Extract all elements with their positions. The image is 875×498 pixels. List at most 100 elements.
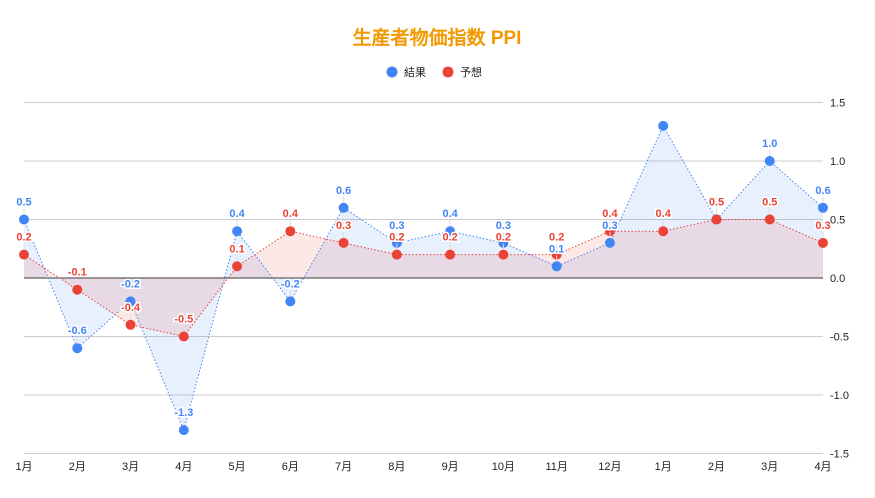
data-point: [658, 120, 669, 131]
data-point: [338, 202, 349, 213]
data-point: [445, 226, 456, 237]
data-label: -0.4: [121, 302, 141, 314]
y-tick-label: 0.0: [830, 273, 845, 285]
data-label: 1.0: [762, 138, 777, 150]
x-tick-label: 4月: [814, 461, 831, 473]
series-area: [24, 125, 823, 431]
y-tick-label: 1.0: [830, 156, 845, 168]
data-label: 0.4: [283, 208, 299, 220]
y-tick-label: -1.0: [830, 390, 849, 402]
data-point: [604, 226, 615, 237]
x-tick-label: 12月: [598, 461, 621, 473]
data-point: [19, 249, 29, 260]
data-label: 0.4: [602, 208, 618, 220]
legend: 結果 予想: [386, 65, 482, 79]
data-point: [818, 202, 828, 213]
x-tick-label: 2月: [708, 461, 725, 473]
data-labels: 0.5 -0.6 -0.2 -1.3 0.4 -0.2 0.6 0.3 0.4 0.3 0.1 0.3…: [15, 137, 832, 426]
data-label: 0.4: [442, 208, 458, 220]
areas: [24, 125, 823, 431]
x-tick-label: 1月: [15, 461, 32, 473]
data-label: 0.5: [709, 197, 724, 209]
data-label: 0.2: [16, 232, 31, 244]
data-point: [178, 331, 189, 342]
data-point: [391, 237, 402, 248]
data-label: -0.2: [281, 278, 300, 290]
data-label: -0.5: [174, 314, 193, 326]
data-point: [72, 284, 83, 295]
data-label: 0.2: [549, 232, 564, 244]
data-label: 0.5: [762, 197, 777, 209]
x-tick-label: 2月: [69, 461, 86, 473]
x-tick-label: 8月: [388, 461, 405, 473]
data-point: [711, 214, 722, 225]
data-point: [764, 214, 775, 225]
data-point: [232, 226, 243, 237]
data-label: 0.2: [496, 232, 511, 244]
data-point: [178, 425, 189, 436]
x-tick-label: 7月: [335, 461, 352, 473]
y-tick-label: -0.5: [830, 332, 849, 344]
y-tick-label: 1.5: [830, 98, 845, 110]
series-line: [23, 124, 824, 432]
data-point: [551, 261, 562, 272]
data-point: [338, 237, 349, 248]
data-label: 0.3: [336, 220, 351, 232]
data-label: 0.4: [656, 208, 672, 220]
lines: [23, 124, 824, 432]
data-point: [232, 261, 243, 272]
data-label: -1.3: [174, 407, 193, 419]
data-point: [285, 226, 296, 237]
x-tick-label: 9月: [442, 461, 459, 473]
data-point: [445, 249, 456, 260]
data-point: [764, 156, 775, 166]
axes: 1.5 1.0 0.5 0.0 -0.5 -1.0 -1.5 1月 2月 3月 4月 5月 6月 7月 8月…: [15, 98, 849, 474]
data-point: [498, 237, 509, 248]
data-label: 0.3: [815, 220, 830, 232]
legend-marker: [442, 66, 454, 78]
data-point: [551, 249, 562, 260]
x-tick-label: 5月: [229, 461, 246, 473]
data-point: [818, 237, 828, 248]
x-tick-label: 10月: [492, 461, 515, 473]
chart-title: 生産者物価指数 PPI: [353, 26, 522, 49]
data-point: [604, 237, 615, 248]
data-point: [125, 319, 136, 330]
data-point: [19, 214, 29, 225]
y-tick-label: 0.5: [830, 215, 845, 227]
data-label: -0.2: [121, 278, 140, 290]
data-point: [72, 343, 83, 354]
data-label: 0.6: [815, 185, 830, 197]
y-tick-label: -1.5: [830, 449, 849, 461]
data-point: [658, 226, 669, 237]
data-label: 0.2: [389, 232, 404, 244]
points: [19, 120, 828, 436]
data-label: 0.5: [16, 197, 31, 209]
data-label: 0.1: [229, 243, 244, 255]
gridlines: [24, 102, 823, 454]
data-point: [285, 296, 296, 307]
data-label: 0.2: [442, 232, 457, 244]
data-point: [125, 296, 136, 307]
x-tick-label: 3月: [122, 461, 139, 473]
x-tick-label: 6月: [282, 461, 299, 473]
data-label: 0.6: [336, 185, 351, 197]
x-tick-label: 4月: [175, 461, 192, 473]
series-area: [24, 219, 823, 337]
data-label: 0.4: [229, 208, 245, 220]
legend-label: 結果: [404, 65, 426, 79]
data-point: [391, 249, 402, 260]
x-tick-label: 1月: [655, 461, 672, 473]
data-label: -0.1: [68, 267, 87, 279]
series-line: [23, 219, 824, 338]
data-point: [498, 249, 509, 260]
x-tick-label: 3月: [761, 461, 778, 473]
data-label: 0.3: [389, 220, 404, 232]
legend-label: 予想: [460, 65, 482, 79]
legend-marker: [386, 66, 398, 78]
data-label: 0.3: [496, 220, 511, 232]
data-label: -0.6: [68, 325, 87, 337]
x-tick-label: 11月: [545, 461, 567, 473]
